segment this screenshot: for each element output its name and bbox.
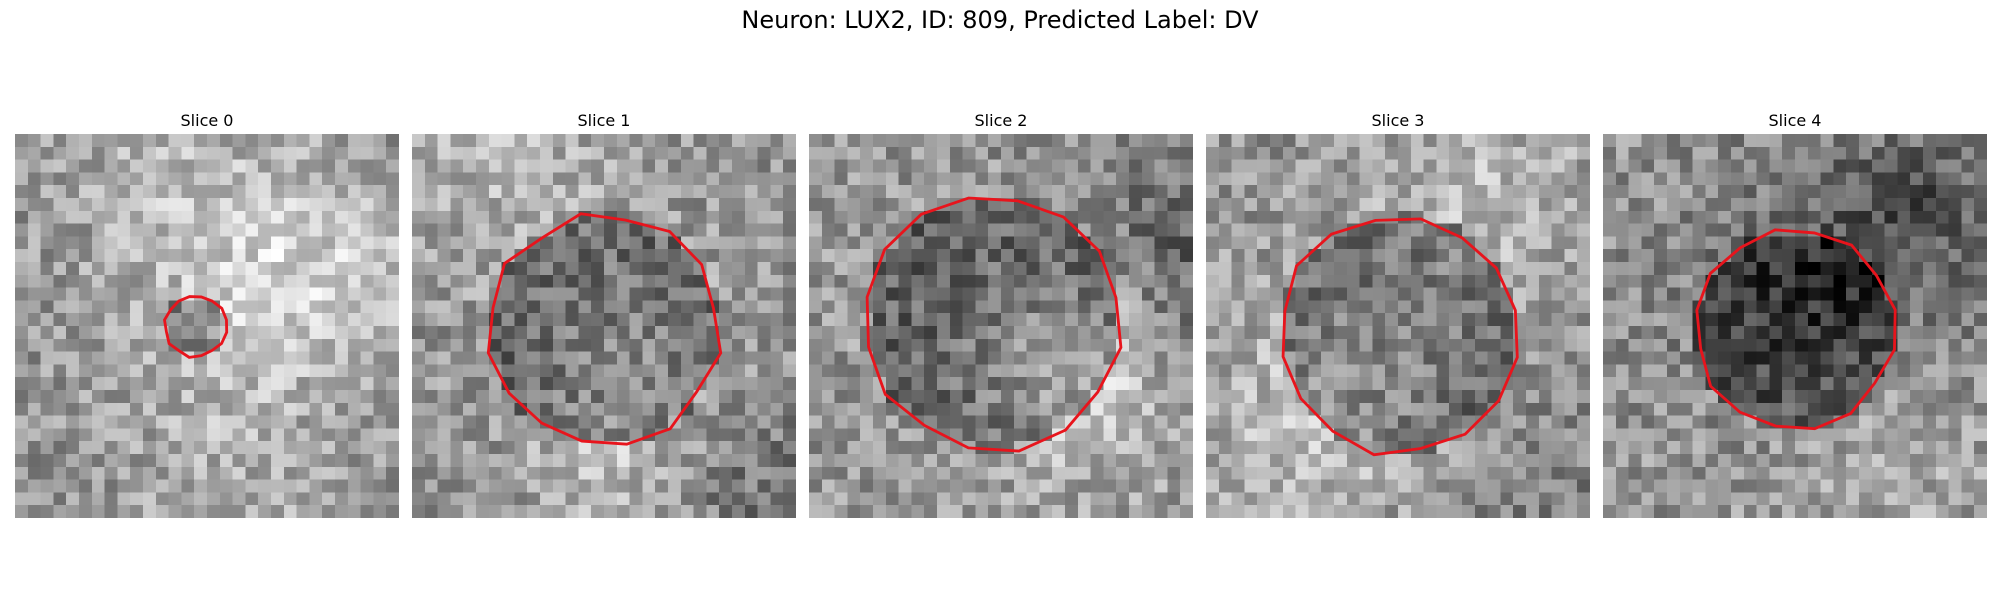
slice-image	[412, 134, 796, 518]
slice-panel-2: Slice 2	[809, 108, 1193, 518]
contour-outline	[865, 196, 1123, 453]
figure-title: Neuron: LUX2, ID: 809, Predicted Label: …	[741, 6, 1259, 34]
slice-panel-4: Slice 4	[1603, 108, 1987, 518]
segmentation-contour	[865, 196, 1123, 453]
segmentation-contour	[486, 212, 723, 446]
slice-image	[1206, 134, 1590, 518]
contour-outline	[163, 295, 229, 359]
slice-image	[809, 134, 1193, 518]
slice-panel-0: Slice 0	[15, 108, 399, 518]
slice-image	[15, 134, 399, 518]
contour-outline	[486, 212, 723, 446]
slice-title: Slice 0	[180, 111, 234, 130]
slice-title: Slice 1	[577, 111, 631, 130]
segmentation-contour	[1695, 228, 1897, 431]
slice-title: Slice 2	[974, 111, 1028, 130]
contour-outline	[1281, 217, 1519, 457]
slice-panel-1: Slice 1	[412, 108, 796, 518]
contour-outline	[1695, 228, 1897, 431]
segmentation-contour	[163, 295, 229, 359]
slice-panel-3: Slice 3	[1206, 108, 1590, 518]
segmentation-contour	[1281, 217, 1519, 457]
slice-image	[1603, 134, 1987, 518]
slice-title: Slice 3	[1371, 111, 1425, 130]
slice-title: Slice 4	[1768, 111, 1822, 130]
